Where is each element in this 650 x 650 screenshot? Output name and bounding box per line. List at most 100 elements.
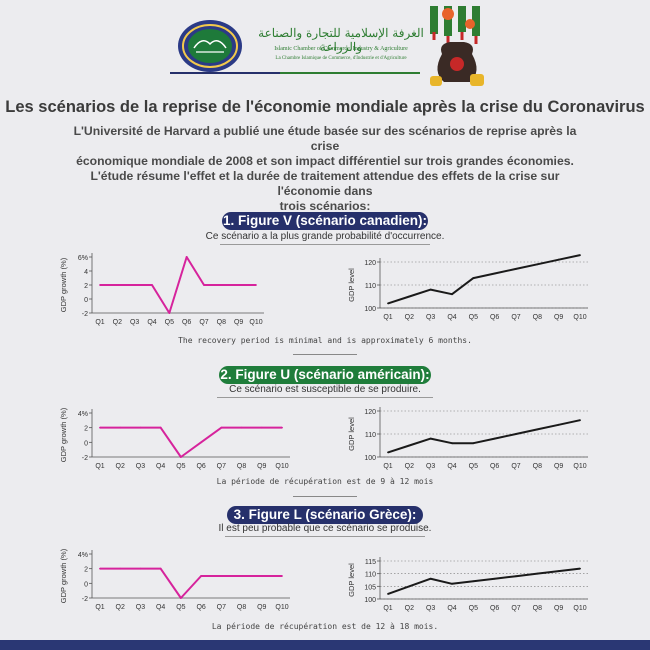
data-point (429, 577, 432, 580)
x-tick-label: Q5 (469, 605, 478, 612)
chart-2-level: 120 110 100 Q1 Q2 Q3 Q4 Q5 Q6 Q7 Q8 Q9 Q10 GDP level (347, 407, 588, 470)
divider-2 (293, 496, 357, 497)
intro-line-4: trois scénarios: (279, 199, 371, 213)
data-point (260, 426, 263, 429)
x-tick-label: Q9 (554, 605, 563, 612)
data-point (408, 295, 411, 298)
data-point (472, 277, 475, 279)
x-tick-label: Q3 (136, 463, 145, 470)
chart-1-level: 120 110 100 Q1 Q2 Q3 Q4 Q5 Q6 Q7 Q8 Q9 Q10 GDP level (347, 254, 588, 321)
series-line (387, 254, 581, 305)
x-tick-label: Q2 (116, 463, 125, 470)
x-tick-label: Q5 (176, 604, 185, 611)
y-tick-label: -2 (82, 596, 88, 603)
data-point (281, 426, 283, 429)
y-tick-label: 2 (84, 426, 88, 433)
data-point (429, 288, 432, 291)
data-point (240, 426, 243, 429)
series-line (387, 567, 581, 595)
data-point (493, 272, 496, 275)
y-tick-label: 0 (84, 297, 88, 304)
scenario-2-note: La période de récupération est de 9 à 12… (216, 477, 434, 486)
y-tick-label: 0 (84, 440, 88, 447)
x-tick-label: Q3 (426, 463, 435, 470)
data-point (387, 302, 389, 305)
y-tick-label: 4 (84, 269, 88, 276)
x-tick-label: Q8 (237, 463, 246, 470)
y-tick-label: 120 (364, 409, 376, 416)
data-point (220, 284, 223, 286)
x-tick-label: Q7 (511, 463, 520, 470)
y-tick-label: 0 (84, 581, 88, 588)
data-point (408, 444, 411, 447)
y-axis-label: GDP growth (%) (59, 407, 68, 462)
x-tick-label: Q9 (554, 463, 563, 470)
data-point (536, 428, 539, 431)
x-tick-label: Q2 (405, 605, 414, 612)
y-tick-label: 105 (364, 584, 376, 591)
scenario-1-subtitle: Ce scénario a la plus grande probabilité… (205, 231, 445, 242)
intro-line-1: L'Université de Harvard a publié une étu… (73, 124, 577, 153)
data-point (220, 575, 223, 577)
scenario-1-heading: 1. Figure V (scénario canadien): (222, 212, 428, 230)
x-tick-label: Q9 (257, 604, 266, 611)
divider-1 (293, 354, 357, 355)
data-point (168, 312, 171, 314)
y-tick-label: 115 (365, 559, 376, 566)
x-tick-label: Q4 (156, 604, 165, 611)
data-point (472, 442, 475, 445)
data-point (557, 258, 560, 261)
data-point (536, 572, 539, 575)
series-line (100, 256, 256, 314)
x-tick-label: Q6 (182, 319, 191, 326)
data-point (451, 442, 453, 445)
x-tick-label: Q2 (405, 463, 414, 470)
x-tick-label: Q4 (447, 605, 456, 612)
x-tick-label: Q5 (176, 463, 185, 470)
scenario-3-subtitle: Il est peu probable que ce scénario se p… (218, 523, 432, 534)
x-tick-label: Q4 (156, 463, 165, 470)
data-point (159, 426, 162, 429)
data-point (151, 284, 153, 286)
header-rule-navy (170, 72, 280, 74)
x-tick-label: Q6 (490, 314, 499, 321)
scenario-3-heading: 3. Figure L (scénario Grèce): (227, 506, 423, 524)
y-axis-label: GDP level (347, 268, 356, 302)
x-tick-label: Q7 (217, 604, 226, 611)
data-point (255, 284, 257, 286)
x-tick-label: Q8 (237, 604, 246, 611)
x-tick-label: Q4 (447, 314, 456, 321)
data-point (515, 575, 517, 578)
data-point (240, 575, 243, 577)
data-point (472, 580, 475, 583)
header-rule-green (280, 72, 420, 74)
data-point (237, 284, 240, 286)
chart-2-growth: 4% 2 0 -2 Q1 Q2 Q3 Q4 Q5 Q6 Q7 Q8 Q9 Q10 GDP growth (%… (59, 407, 290, 470)
y-tick-label: 4% (78, 552, 88, 559)
chart-3-level: 115 110 105 100 Q1 Q2 Q3 Q4 Q5 Q6 Q7 Q8 Q9 Q10 GDP lev… (347, 557, 588, 612)
series-line (387, 419, 581, 454)
x-tick-label: Q8 (217, 319, 226, 326)
chart-1-growth: 6% 4 2 0 -2 Q1 Q2 Q3 Q4 Q5 Q6 Q7 Q8 Q9 Q10 GDP growth (… (59, 253, 264, 326)
x-tick-label: Q2 (405, 314, 414, 321)
x-tick-label: Q1 (95, 319, 104, 326)
y-tick-label: -2 (82, 455, 88, 462)
x-tick-label: Q7 (511, 314, 520, 321)
x-tick-label: Q8 (533, 605, 542, 612)
footer-bar (0, 640, 650, 650)
x-tick-label: Q9 (554, 314, 563, 321)
x-tick-label: Q7 (511, 605, 520, 612)
data-point (451, 582, 453, 585)
org-name-arabic: الغرفة الإسلامية للتجارة والصناعة والزرا… (258, 26, 424, 54)
data-point (557, 570, 560, 573)
x-tick-label: Q6 (490, 605, 499, 612)
y-axis-label: GDP level (347, 563, 356, 597)
series-line (100, 426, 282, 458)
x-tick-label: Q1 (383, 463, 392, 470)
data-point (119, 426, 122, 429)
data-point (429, 437, 432, 440)
data-point (139, 567, 142, 570)
x-tick-label: Q1 (95, 463, 104, 470)
scenario-1-underline (220, 244, 430, 245)
x-tick-label: Q10 (249, 319, 262, 326)
